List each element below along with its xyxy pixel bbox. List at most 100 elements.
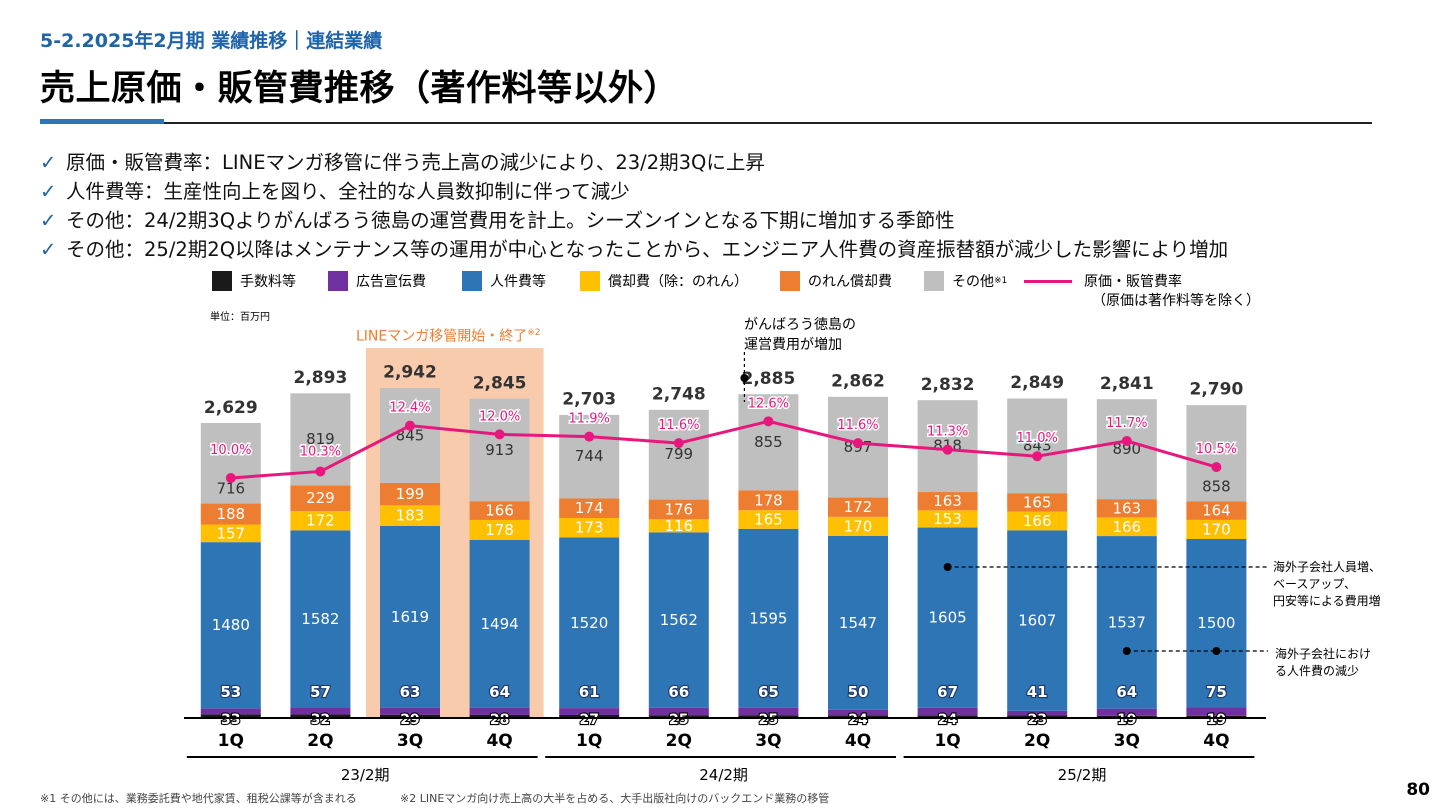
bar-label-goodwill: 164 (1202, 502, 1231, 520)
bar-label-goodwill: 172 (844, 498, 873, 516)
ratio-label: 11.7% (1106, 416, 1147, 431)
x-tick-label: 2Q (666, 731, 692, 751)
bar-label-ad: 67 (937, 683, 958, 701)
ratio-point (584, 431, 595, 442)
ratio-point (225, 473, 236, 483)
legend-swatch-other (924, 271, 944, 291)
x-tick-label: 3Q (755, 731, 781, 751)
bar-total-label: 2,629 (204, 398, 258, 418)
bar-label-other: 843 (1023, 437, 1052, 455)
bar-label-other: 858 (1202, 477, 1231, 495)
increase-pointer-dot (943, 563, 952, 571)
ratio-point (853, 438, 863, 449)
bar-segment-ad (469, 707, 530, 715)
bar-segment-fee (648, 715, 709, 718)
check-icon: ✓ (40, 238, 57, 261)
ratio-point (673, 438, 684, 449)
bar-label-fee: 29 (400, 712, 419, 728)
bar-label-goodwill: 199 (396, 485, 425, 503)
ratio-label: 12.4% (389, 401, 430, 416)
tokushima-pointer-dot (740, 374, 749, 382)
bar-segment-goodwill (1096, 499, 1157, 518)
bar-segment-goodwill (648, 499, 709, 520)
bar-segment-goodwill (738, 490, 799, 511)
ratio-label: 12.0% (479, 409, 520, 424)
bar-segment-other (1096, 399, 1157, 500)
bar-label-goodwill: 166 (485, 502, 514, 520)
bar-label-depreciation: 173 (575, 519, 604, 537)
bar-segment-personnel (1096, 536, 1157, 709)
bar-segment-other (469, 398, 530, 502)
bar-segment-ad (559, 708, 620, 715)
legend-label-other: その他 (952, 274, 994, 290)
legend-swatch-goodwill (780, 271, 800, 291)
bar-total-label: 2,845 (473, 374, 527, 394)
bar-segment-depreciation (290, 511, 351, 531)
bar-segment-other (738, 394, 799, 491)
bar-label-goodwill: 163 (933, 492, 962, 510)
bar-label-depreciation: 166 (1023, 512, 1052, 530)
legend-swatch-personnel (462, 271, 482, 291)
bar-segment-fee (290, 714, 351, 718)
bar-segment-fee (380, 714, 440, 718)
bar-segment-goodwill (200, 503, 261, 525)
bullet-text: その他：24/2期3Qよりがんばろう徳島の運営費用を計上。シーズンインとなる下期… (66, 209, 955, 232)
legend-swatch-ad (328, 271, 348, 291)
right-note-decrease-line: る人件費の減少 (1275, 664, 1360, 678)
ratio-point (942, 444, 953, 455)
legend-label-ad: 広告宣伝費 (356, 274, 426, 290)
bar-segment-other (648, 409, 709, 500)
ratio-point (1121, 435, 1132, 446)
legend-ad: 広告宣伝費 (328, 271, 426, 291)
bar-label-depreciation: 170 (1202, 520, 1231, 538)
x-tick-label: 4Q (845, 731, 871, 751)
bar-label-other: 716 (216, 479, 245, 497)
x-tick-label: 1Q (218, 731, 244, 751)
legend-personnel: 人件費等 (462, 271, 546, 291)
bar-label-goodwill: 176 (664, 500, 693, 518)
bar-total-label: 2,832 (921, 375, 975, 395)
bar-label-other: 744 (575, 447, 604, 465)
decrease-pointer-dot (1122, 647, 1131, 655)
bar-label-depreciation: 165 (754, 511, 783, 529)
bar-label-ad: 57 (310, 683, 331, 701)
bar-label-fee: 24 (848, 712, 868, 728)
bar-segment-personnel (200, 542, 261, 709)
right-note-increase: 海外子会社人員増、 ベースアップ、 円安等による費用増 (1273, 559, 1381, 610)
bar-label-personnel: 1562 (660, 611, 698, 629)
bar-segment-ad (738, 707, 799, 716)
bar-label-ad: 64 (489, 683, 510, 701)
bar-label-fee: 33 (221, 712, 240, 728)
bullet-text: その他：25/2期2Q以降はメンテナンス等の運用が中心となったことから、エンジニ… (66, 238, 1229, 261)
bar-segment-fee (828, 715, 888, 718)
bar-segment-goodwill (1186, 501, 1247, 520)
x-tick-label: 4Q (486, 731, 512, 751)
bar-segment-personnel (559, 537, 620, 709)
bullet-text: 原価・販管費率：LINEマンガ移管に伴う売上高の減少により、23/2期3Qに上昇 (66, 151, 765, 174)
bullet-item: ✓ 人件費等：生産性向上を図り、全社的な人員数抑制に伴って減少 (40, 175, 630, 204)
page-title: 売上原価・販管費推移（著作料等以外） (40, 69, 680, 109)
bar-label-fee: 25 (759, 712, 778, 728)
bar-segment-depreciation (469, 519, 530, 540)
ratio-point (763, 416, 774, 427)
bar-label-ad: 63 (400, 683, 421, 701)
bar-segment-personnel (648, 532, 709, 708)
tokushima-line1: がんばろう徳島の (744, 317, 856, 333)
legend-other-note: ※1 (994, 276, 1008, 286)
legend-fee: 手数料等 (212, 271, 296, 291)
bar-label-fee: 28 (490, 712, 509, 728)
right-note-increase-line: 海外子会社人員増、 (1273, 560, 1382, 574)
bar-segment-personnel (738, 528, 799, 708)
bar-label-other: 913 (485, 441, 514, 459)
legend-goodwill: のれん償却費 (780, 271, 892, 291)
bar-segment-ad (380, 707, 440, 715)
bar-segment-goodwill (1007, 493, 1068, 512)
bar-segment-depreciation (1096, 517, 1157, 537)
bar-segment-personnel (917, 527, 978, 708)
bar-segment-fee (559, 714, 620, 718)
bar-total-label: 2,748 (652, 384, 706, 404)
bar-label-goodwill: 229 (306, 489, 335, 507)
bar-label-depreciation: 172 (306, 512, 335, 530)
bar-label-goodwill: 165 (1023, 493, 1052, 511)
bar-segment-goodwill (917, 492, 978, 511)
